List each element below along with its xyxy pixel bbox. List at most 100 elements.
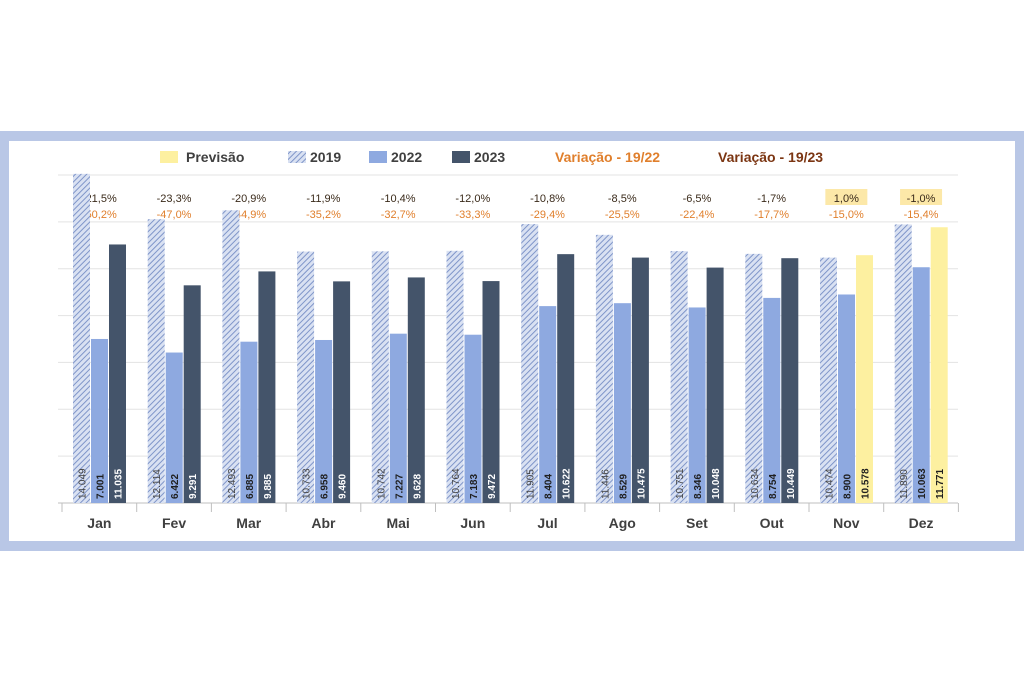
bar-2023-Mar: [258, 271, 276, 503]
value-label-2022-Fev: 6.422: [170, 474, 181, 499]
bar-2022-Nov: [838, 294, 855, 503]
bar-2019-Mar: [222, 210, 240, 503]
x-tick-label-Mai: Mai: [386, 515, 409, 531]
value-label-2019-Jun: 10.764: [451, 468, 462, 499]
gridlines: [58, 174, 958, 504]
bar-2023-Jan: [109, 244, 126, 504]
value-label-2023-Jan: 11.035: [114, 469, 125, 499]
variation-19-22-label: -32,7%: [381, 209, 416, 221]
bar-2019-Mai: [371, 251, 389, 503]
value-label-2019-Abr: 10.733: [302, 468, 313, 499]
value-label-2022-Mai: 7.227: [394, 474, 405, 499]
variation-19-22-label: -17,7%: [754, 209, 789, 221]
bar-2022-Dez: [912, 267, 930, 503]
bar-2023-Nov: [856, 255, 873, 503]
value-label-2019-Nov: 10.474: [825, 468, 836, 499]
bar-2022-Mai: [389, 333, 407, 503]
bar-2023-Mai: [407, 277, 425, 503]
bar-2023-Set: [706, 267, 724, 503]
bar-2023-Jul: [557, 254, 575, 503]
x-tick-label-Jan: Jan: [87, 515, 111, 531]
variation-19-23-label: -8,5%: [608, 193, 637, 205]
variation-19-23-label: -12,0%: [455, 193, 490, 205]
bar-2023-Dez: [930, 227, 948, 503]
bar-2022-Set: [688, 307, 706, 503]
value-label-2023-Out: 10.449: [786, 468, 797, 499]
value-label-2019-Jul: 11.905: [526, 469, 537, 499]
variation-19-23-label: -23,3%: [157, 193, 192, 205]
variation-19-22-label: -25,5%: [605, 209, 640, 221]
x-tick-label-Nov: Nov: [833, 515, 860, 531]
value-label-2023-Mai: 9.628: [412, 474, 423, 499]
x-tick-label-Set: Set: [686, 515, 708, 531]
bar-2022-Jan: [91, 338, 108, 503]
variation-19-23-label: -10,4%: [381, 193, 416, 205]
value-label-2022-Ago: 8.529: [618, 474, 629, 499]
value-label-2022-Out: 8.754: [768, 474, 779, 499]
x-tick-label-Out: Out: [760, 515, 784, 531]
legend-label-variacao-19-23: Variação - 19/23: [718, 149, 823, 165]
value-label-2023-Ago: 10.475: [636, 468, 647, 499]
variation-19-22-label: -15,0%: [829, 209, 864, 221]
legend-label-2022: 2022: [391, 149, 422, 165]
variation-19-22-label: -29,4%: [530, 209, 565, 221]
x-tick-label-Jun: Jun: [460, 515, 485, 531]
value-label-2022-Jan: 7.001: [96, 474, 107, 499]
variation-19-23-label: -1,7%: [757, 193, 786, 205]
variation-19-22-label: -47,0%: [157, 209, 192, 221]
x-tick-label-Abr: Abr: [311, 515, 336, 531]
value-label-2022-Nov: 8.900: [843, 474, 854, 499]
legend-swatch-2023: [452, 151, 470, 163]
bar-2022-Ago: [613, 303, 631, 503]
bar-2022-Mar: [240, 341, 258, 503]
value-label-2023-Set: 10.048: [711, 468, 722, 499]
bar-2022-Abr: [315, 339, 333, 503]
legend-swatch-2022: [369, 151, 387, 163]
value-label-2019-Ago: 11.446: [600, 469, 611, 499]
bar-2022-Out: [763, 297, 781, 503]
x-axis: Jan Fev Mar Abr Mai Jun Jul Ago Set Out Nov Dez: [61, 503, 959, 531]
value-label-2019-Dez: 11.890: [899, 469, 910, 499]
variation-19-23-label: -10,8%: [530, 193, 565, 205]
value-label-2023-Nov: 10.578: [861, 468, 872, 499]
value-label-2022-Mar: 6.885: [245, 474, 256, 499]
x-tick-label-Mar: Mar: [236, 515, 261, 531]
value-label-2022-Abr: 6.958: [320, 474, 331, 499]
bar-2019-Jun: [446, 250, 464, 503]
value-label-2023-Jul: 10.622: [562, 468, 573, 499]
bar-2019-Jan: [73, 173, 90, 504]
variation-labels: -21,5% -50,2% -23,3% -47,0% -20,9% -44,9% -11,…: [82, 189, 943, 221]
bar-2019-Abr: [297, 251, 315, 503]
bars: 14.049 7.001 11.035 12.114 6.422 9.291 12.493 6…: [73, 173, 948, 504]
legend-label-2019: 2019: [310, 149, 341, 165]
variation-highlight: [900, 189, 943, 205]
variation-19-23-label: 1,0%: [834, 193, 859, 205]
bar-2019-Out: [745, 253, 763, 503]
variation-19-22-label: -15,4%: [904, 209, 939, 221]
bar-2023-Jun: [482, 281, 500, 503]
legend-label-variacao-19-22: Variação - 19/22: [555, 149, 660, 165]
value-label-2022-Set: 8.346: [693, 474, 704, 499]
x-tick-label-Ago: Ago: [609, 515, 636, 531]
value-label-2022-Jul: 8.404: [544, 474, 555, 499]
value-label-2023-Dez: 11.771: [935, 469, 946, 499]
value-label-2023-Jun: 9.472: [487, 474, 498, 499]
variation-19-22-label: -50,2%: [82, 209, 117, 221]
legend: Previsão 2019 2022 2023 Variação - 19/22 Vari…: [160, 149, 823, 165]
x-tick-label-Fev: Fev: [162, 515, 186, 531]
bar-2019-Set: [670, 251, 688, 503]
variation-19-22-label: -33,3%: [455, 209, 490, 221]
variation-highlight: [825, 189, 868, 205]
variation-19-23-label: -20,9%: [231, 193, 266, 205]
x-tick-label-Dez: Dez: [909, 515, 934, 531]
bar-2019-Fev: [147, 219, 165, 503]
bar-2019-Nov: [820, 257, 837, 503]
value-label-2023-Fev: 9.291: [188, 474, 199, 499]
variation-19-22-label: -35,2%: [306, 209, 341, 221]
bar-2019-Jul: [521, 224, 539, 503]
variation-19-23-label: -1,0%: [907, 193, 936, 205]
value-label-2019-Out: 10.634: [750, 468, 761, 499]
bar-2023-Ago: [631, 257, 649, 503]
bar-2022-Jun: [464, 334, 482, 503]
